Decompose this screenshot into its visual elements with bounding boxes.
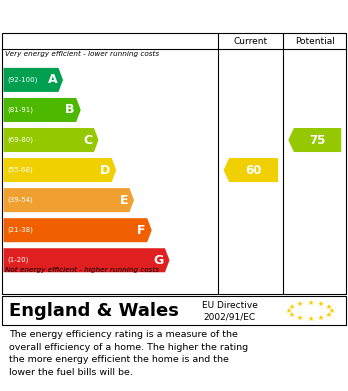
Text: (69-80): (69-80) — [7, 137, 33, 143]
Polygon shape — [3, 158, 116, 182]
Text: C: C — [84, 133, 93, 147]
Text: (81-91): (81-91) — [7, 107, 33, 113]
Text: Current: Current — [234, 37, 268, 46]
Text: 75: 75 — [309, 133, 326, 147]
Text: Very energy efficient - lower running costs: Very energy efficient - lower running co… — [5, 50, 159, 57]
Polygon shape — [3, 218, 152, 242]
Text: D: D — [100, 163, 110, 177]
Text: B: B — [65, 104, 75, 117]
Polygon shape — [3, 68, 63, 92]
Text: (39-54): (39-54) — [7, 197, 33, 203]
Polygon shape — [3, 248, 169, 272]
Polygon shape — [3, 188, 134, 212]
Text: Not energy efficient - higher running costs: Not energy efficient - higher running co… — [5, 267, 159, 273]
Text: England & Wales: England & Wales — [9, 302, 179, 320]
Text: Energy Efficiency Rating: Energy Efficiency Rating — [9, 9, 211, 23]
Text: (55-68): (55-68) — [7, 167, 33, 173]
Text: 60: 60 — [245, 163, 262, 177]
Text: E: E — [120, 194, 128, 206]
Text: (92-100): (92-100) — [7, 77, 37, 83]
Text: The energy efficiency rating is a measure of the
overall efficiency of a home. T: The energy efficiency rating is a measur… — [9, 330, 248, 377]
Polygon shape — [288, 128, 341, 152]
Text: G: G — [153, 254, 164, 267]
Text: EU Directive
2002/91/EC: EU Directive 2002/91/EC — [202, 301, 258, 321]
Polygon shape — [3, 128, 98, 152]
Polygon shape — [3, 98, 81, 122]
Text: F: F — [137, 224, 146, 237]
Text: Potential: Potential — [295, 37, 335, 46]
Text: (1-20): (1-20) — [7, 257, 28, 264]
Text: (21-38): (21-38) — [7, 227, 33, 233]
Text: A: A — [47, 74, 57, 86]
Polygon shape — [223, 158, 278, 182]
